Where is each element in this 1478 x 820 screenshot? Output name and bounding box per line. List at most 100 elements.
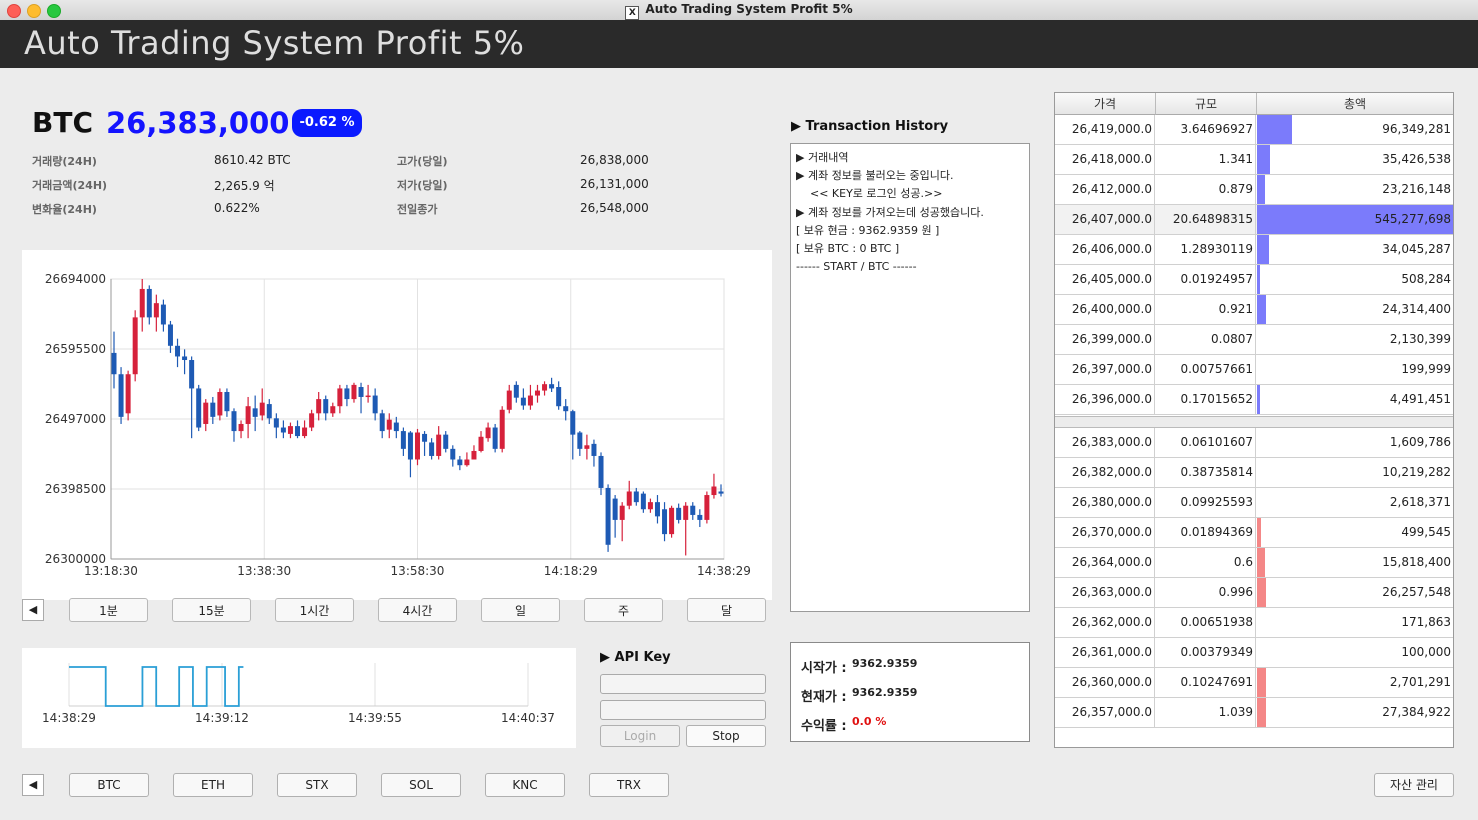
ask-row[interactable]: 26,396,000.0 0.17015652 4,491,451 <box>1055 385 1453 415</box>
ask-row[interactable]: 26,407,000.0 20.64898315 545,277,698 <box>1055 205 1453 235</box>
coin-button-stx[interactable]: STX <box>277 773 357 797</box>
bid-row[interactable]: 26,383,000.0 0.06101607 1,609,786 <box>1055 428 1453 458</box>
orderbook-header-size[interactable]: 규모 <box>1156 93 1257 115</box>
candle-body <box>182 356 188 361</box>
candle-body <box>259 402 265 416</box>
timeframe-button-4hour[interactable]: 4시간 <box>378 598 457 622</box>
bid-row[interactable]: 26,370,000.0 0.01894369 499,545 <box>1055 518 1453 548</box>
bid-row[interactable]: 26,382,000.0 0.38735814 10,219,282 <box>1055 458 1453 488</box>
bid-total-cell: 2,618,371 <box>1389 495 1451 509</box>
bid-row[interactable]: 26,362,000.0 0.00651938 171,863 <box>1055 608 1453 638</box>
bid-row[interactable]: 26,357,000.0 1.039 27,384,922 <box>1055 698 1453 728</box>
bid-row[interactable]: 26,364,000.0 0.6 15,818,400 <box>1055 548 1453 578</box>
candle <box>358 382 364 414</box>
ask-row[interactable]: 26,412,000.0 0.879 23,216,148 <box>1055 175 1453 205</box>
zoom-window-button[interactable] <box>47 4 61 18</box>
candle-body <box>697 514 703 520</box>
candle-body <box>372 395 378 414</box>
timeframe-button-1hour[interactable]: 1시간 <box>275 598 354 622</box>
x-tick-label: 14:38:29 <box>697 564 751 578</box>
window-title-text: Auto Trading System Profit 5% <box>645 2 853 16</box>
candle-body <box>619 505 625 520</box>
coin-button-eth[interactable]: ETH <box>173 773 253 797</box>
ask-size-cell: 0.01924957 <box>1156 265 1256 294</box>
candle <box>309 409 315 432</box>
minimize-window-button[interactable] <box>27 4 41 18</box>
candlestick-chart[interactable]: 26694000 26595500 26497000 26398500 26300000… <box>22 250 772 600</box>
candle <box>224 388 230 417</box>
ask-price-cell: 26,397,000.0 <box>1055 355 1155 384</box>
bid-total-cell: 27,384,922 <box>1382 705 1451 719</box>
candle-body <box>132 317 138 375</box>
login-button[interactable]: Login <box>600 725 680 747</box>
timeframe-button-15min[interactable]: 15분 <box>172 598 251 622</box>
ask-price-cell: 26,405,000.0 <box>1055 265 1155 294</box>
log-line: ------ START / BTC ------ <box>796 260 917 274</box>
candle <box>139 279 145 332</box>
bid-row[interactable]: 26,380,000.0 0.09925593 2,618,371 <box>1055 488 1453 518</box>
chart-left-arrow-button[interactable]: ◀ <box>22 599 44 621</box>
ask-volume-bar <box>1257 295 1266 324</box>
transaction-log-list[interactable]: ▶ 거래내역 ▶ 계좌 정보를 불러오는 중입니다. << KEY로 로그인 성… <box>790 143 1030 612</box>
candle-body <box>464 459 470 466</box>
close-window-button[interactable] <box>7 4 21 18</box>
orderbook-table[interactable]: 가격 규모 총액 26,419,000.0 3.64696927 96,349,28… <box>1054 92 1454 748</box>
ask-row[interactable]: 26,400,000.0 0.921 24,314,400 <box>1055 295 1453 325</box>
window-titlebar: X Auto Trading System Profit 5% <box>0 0 1478 21</box>
ask-row[interactable]: 26,399,000.0 0.0807 2,130,399 <box>1055 325 1453 355</box>
access-key-input[interactable] <box>600 674 766 694</box>
bid-row[interactable]: 26,360,000.0 0.10247691 2,701,291 <box>1055 668 1453 698</box>
ask-row[interactable]: 26,406,000.0 1.28930119 34,045,287 <box>1055 235 1453 265</box>
ask-price-cell: 26,399,000.0 <box>1055 325 1155 354</box>
candle <box>287 422 293 439</box>
stat-value-volume: 8610.42 BTC <box>214 153 291 167</box>
timeframe-button-day[interactable]: 일 <box>481 598 560 622</box>
ask-total-cell: 34,045,287 <box>1382 242 1451 256</box>
candle-body <box>422 433 428 442</box>
y-tick-label: 26300000 <box>45 552 106 566</box>
ask-row[interactable]: 26,418,000.0 1.341 35,426,538 <box>1055 145 1453 175</box>
bid-row[interactable]: 26,361,000.0 0.00379349 100,000 <box>1055 638 1453 668</box>
candle-body <box>415 432 420 460</box>
candle <box>605 484 611 552</box>
bid-price-cell: 26,364,000.0 <box>1055 548 1155 577</box>
candle-body <box>167 324 173 346</box>
bid-row[interactable]: 26,363,000.0 0.996 26,257,548 <box>1055 578 1453 608</box>
candle-body <box>640 493 646 510</box>
orderbook-header-price[interactable]: 가격 <box>1055 93 1156 115</box>
ask-volume-bar <box>1257 265 1260 294</box>
orderbook-header-total[interactable]: 총액 <box>1257 93 1453 115</box>
candle <box>443 431 449 453</box>
candle <box>690 502 696 520</box>
log-line: << KEY로 로그인 성공.>> <box>796 187 943 201</box>
coin-button-knc[interactable]: KNC <box>485 773 565 797</box>
candle <box>513 381 519 403</box>
timeframe-button-week[interactable]: 주 <box>584 598 663 622</box>
candle-body <box>520 397 526 406</box>
ask-row[interactable]: 26,397,000.0 0.00757661 199,999 <box>1055 355 1453 385</box>
ask-row[interactable]: 26,405,000.0 0.01924957 508,284 <box>1055 265 1453 295</box>
timeframe-button-1min[interactable]: 1분 <box>69 598 148 622</box>
secret-key-input[interactable] <box>600 700 766 720</box>
candle-body <box>330 406 336 414</box>
bid-size-cell: 0.38735814 <box>1156 458 1256 487</box>
timeframe-button-month[interactable]: 달 <box>687 598 766 622</box>
stop-button[interactable]: Stop <box>686 725 766 747</box>
candle <box>132 310 138 382</box>
asset-management-button[interactable]: 자산 관리 <box>1374 773 1454 797</box>
ask-row[interactable]: 26,419,000.0 3.64696927 96,349,281 <box>1055 115 1453 145</box>
candle-body <box>146 288 152 318</box>
candle-body <box>358 387 364 397</box>
candle-body <box>139 288 145 318</box>
start-price-label: 시작가 : <box>801 661 847 676</box>
coin-button-btc[interactable]: BTC <box>69 773 149 797</box>
bid-size-cell: 0.6 <box>1156 548 1256 577</box>
coin-button-trx[interactable]: TRX <box>589 773 669 797</box>
coin-left-arrow-button[interactable]: ◀ <box>22 774 44 796</box>
candle-body <box>379 413 385 432</box>
log-line: [ 보유 현금 : 9362.9359 원 ] <box>796 223 940 237</box>
coin-button-sol[interactable]: SOL <box>381 773 461 797</box>
bid-size-cell: 0.06101607 <box>1156 428 1256 457</box>
candle <box>711 473 717 499</box>
candle-body <box>478 436 484 451</box>
